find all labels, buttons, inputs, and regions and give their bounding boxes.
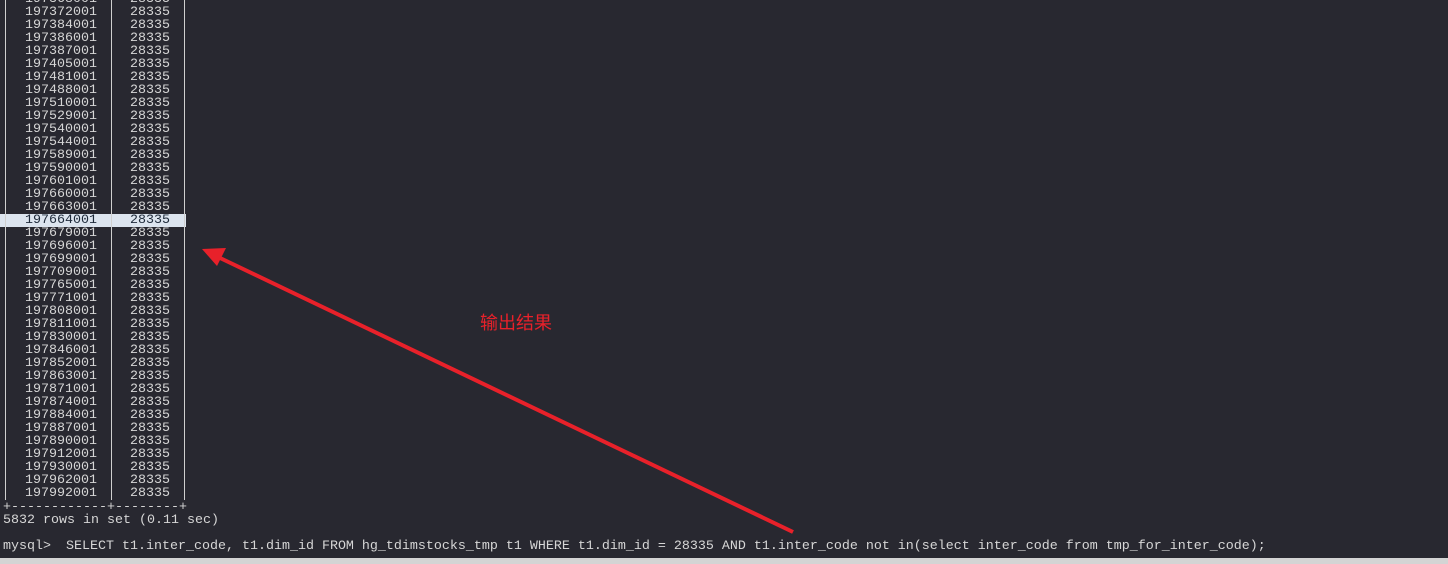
dim-id-cell: 28335 — [130, 5, 170, 20]
dim-id-cell: 28335 — [130, 317, 170, 332]
dim-id-cell: 28335 — [130, 434, 170, 449]
dim-id-cell: 28335 — [130, 408, 170, 423]
dim-id-cell: 28335 — [130, 356, 170, 371]
dim-id-cell: 28335 — [130, 226, 170, 241]
inter-code-cell: 197884001 — [25, 408, 97, 423]
inter-code-cell: 197368001 — [25, 0, 97, 6]
inter-code-cell: 197765001 — [25, 278, 97, 293]
dim-id-cell: 28335 — [130, 187, 170, 202]
dim-id-cell: 28335 — [130, 0, 170, 6]
dim-id-cell: 28335 — [130, 265, 170, 280]
inter-code-cell: 197660001 — [25, 187, 97, 202]
inter-code-cell: 197771001 — [25, 291, 97, 306]
dim-id-cell: 28335 — [130, 330, 170, 345]
inter-code-cell: 197529001 — [25, 109, 97, 124]
dim-id-cell: 28335 — [130, 135, 170, 150]
inter-code-cell: 197372001 — [25, 5, 97, 20]
dim-id-cell: 28335 — [130, 252, 170, 267]
inter-code-cell: 197871001 — [25, 382, 97, 397]
inter-code-cell: 197386001 — [25, 31, 97, 46]
selected-row — [0, 214, 186, 227]
inter-code-cell: 197405001 — [25, 57, 97, 72]
dim-id-cell: 28335 — [130, 239, 170, 254]
inter-code-cell: 197808001 — [25, 304, 97, 319]
inter-code-cell: 197540001 — [25, 122, 97, 137]
inter-code-cell: 197852001 — [25, 356, 97, 371]
inter-code-cell: 197830001 — [25, 330, 97, 345]
dim-id-cell: 28335 — [130, 174, 170, 189]
status-strip — [0, 558, 1448, 564]
inter-code-cell: 197589001 — [25, 148, 97, 163]
dim-id-cell: 28335 — [130, 109, 170, 124]
dim-id-cell: 28335 — [130, 369, 170, 384]
dim-id-cell: 28335 — [130, 18, 170, 33]
inter-code-cell: 197890001 — [25, 434, 97, 449]
inter-code-cell: 197912001 — [25, 447, 97, 462]
inter-code-cell: 197699001 — [25, 252, 97, 267]
inter-code-cell: 197664001 — [25, 213, 97, 228]
inter-code-cell: 197962001 — [25, 473, 97, 488]
dim-id-cell: 28335 — [130, 122, 170, 137]
dim-id-cell: 28335 — [130, 161, 170, 176]
column-separator — [184, 0, 185, 500]
result-summary: 5832 rows in set (0.11 sec) — [3, 513, 219, 528]
inter-code-cell: 197846001 — [25, 343, 97, 358]
inter-code-cell: 197384001 — [25, 18, 97, 33]
inter-code-cell: 197930001 — [25, 460, 97, 475]
dim-id-cell: 28335 — [130, 70, 170, 85]
dim-id-cell: 28335 — [130, 83, 170, 98]
inter-code-cell: 197874001 — [25, 395, 97, 410]
dim-id-cell: 28335 — [130, 473, 170, 488]
arrow-shaft — [217, 255, 794, 534]
dim-id-cell: 28335 — [130, 382, 170, 397]
annotation-label: 输出结果 — [480, 313, 552, 334]
inter-code-cell: 197488001 — [25, 83, 97, 98]
table-border: +------------+--------+ — [3, 500, 187, 515]
dim-id-cell: 28335 — [130, 278, 170, 293]
dim-id-cell: 28335 — [130, 148, 170, 163]
dim-id-cell: 28335 — [130, 486, 170, 501]
column-separator — [5, 0, 6, 500]
inter-code-cell: 197481001 — [25, 70, 97, 85]
inter-code-cell: 197590001 — [25, 161, 97, 176]
inter-code-cell: 197709001 — [25, 265, 97, 280]
dim-id-cell: 28335 — [130, 200, 170, 215]
inter-code-cell: 197510001 — [25, 96, 97, 111]
query: SELECT t1.inter_code, t1.dim_id FROM hg_… — [66, 539, 1266, 554]
inter-code-cell: 197863001 — [25, 369, 97, 384]
arrow-head — [202, 248, 226, 266]
column-separator — [111, 0, 112, 500]
inter-code-cell: 197663001 — [25, 200, 97, 215]
dim-id-cell: 28335 — [130, 343, 170, 358]
dim-id-cell: 28335 — [130, 460, 170, 475]
dim-id-cell: 28335 — [130, 57, 170, 72]
prompt: mysql> — [3, 539, 51, 554]
dim-id-cell: 28335 — [130, 304, 170, 319]
dim-id-cell: 28335 — [130, 291, 170, 306]
dim-id-cell: 28335 — [130, 213, 170, 228]
dim-id-cell: 28335 — [130, 44, 170, 59]
inter-code-cell: 197387001 — [25, 44, 97, 59]
dim-id-cell: 28335 — [130, 395, 170, 410]
dim-id-cell: 28335 — [130, 421, 170, 436]
inter-code-cell: 197811001 — [25, 317, 97, 332]
inter-code-cell: 197696001 — [25, 239, 97, 254]
dim-id-cell: 28335 — [130, 447, 170, 462]
inter-code-cell: 197601001 — [25, 174, 97, 189]
inter-code-cell: 197679001 — [25, 226, 97, 241]
inter-code-cell: 197887001 — [25, 421, 97, 436]
inter-code-cell: 197544001 — [25, 135, 97, 150]
dim-id-cell: 28335 — [130, 31, 170, 46]
inter-code-cell: 197992001 — [25, 486, 97, 501]
dim-id-cell: 28335 — [130, 96, 170, 111]
